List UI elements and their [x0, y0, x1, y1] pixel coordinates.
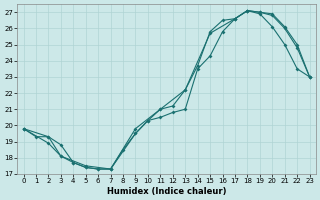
X-axis label: Humidex (Indice chaleur): Humidex (Indice chaleur)	[107, 187, 226, 196]
